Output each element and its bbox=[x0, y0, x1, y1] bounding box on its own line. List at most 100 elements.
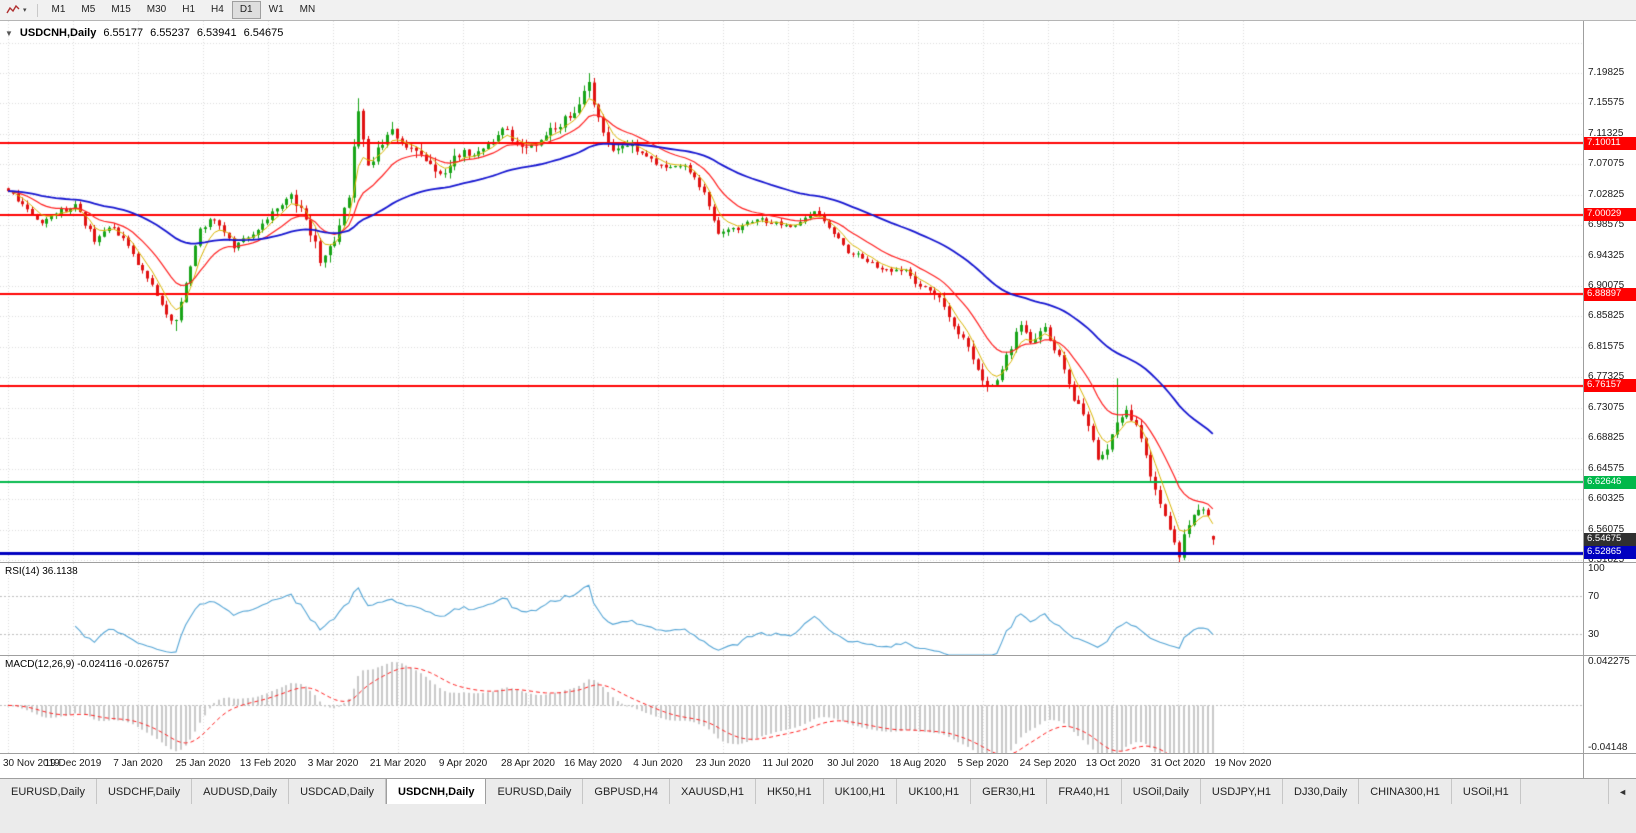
ohlc-close: 6.54675 bbox=[243, 27, 284, 39]
date-axis-label: 25 Jan 2020 bbox=[175, 758, 231, 769]
date-axis-label: 30 Nov 2019 bbox=[3, 758, 60, 769]
hline-price-badge: 6.52865 bbox=[1584, 546, 1636, 560]
hline-price-badge: 6.88897 bbox=[1584, 287, 1636, 301]
toolbar: ▾ M1 M5 M15 M30 H1 H4 D1 W1 MN bbox=[0, 0, 1636, 21]
ohlc-high: 6.55237 bbox=[150, 27, 190, 39]
chart-tab-eurusd-daily[interactable]: EURUSD,Daily bbox=[0, 779, 97, 804]
price-axis-label: 6.98575 bbox=[1588, 219, 1625, 231]
chart-tab-dj30-daily[interactable]: DJ30,Daily bbox=[1283, 779, 1360, 804]
chart-tab-eurusd-daily[interactable]: EURUSD,Daily bbox=[486, 779, 584, 804]
window-bottom-strip bbox=[0, 804, 1636, 833]
timeframe-m5-button[interactable]: M5 bbox=[73, 1, 103, 19]
chart-title: USDCNH,Daily bbox=[19, 27, 97, 39]
panel-separator bbox=[0, 562, 1636, 563]
price-axis-label: 7.11325 bbox=[1588, 127, 1624, 139]
timeframe-mn-button[interactable]: MN bbox=[292, 1, 324, 19]
price-axis-label: 7.02825 bbox=[1588, 188, 1625, 200]
date-axis-label: 3 Mar 2020 bbox=[307, 758, 359, 769]
toolbar-separator bbox=[36, 3, 38, 17]
current-price-badge: 6.54675 bbox=[1584, 533, 1636, 547]
chart-tab-usdjpy-h1[interactable]: USDJPY,H1 bbox=[1200, 779, 1284, 804]
chart-tab-uk100-h1[interactable]: UK100,H1 bbox=[897, 779, 972, 804]
price-axis-label: 6.90075 bbox=[1588, 280, 1625, 292]
chart-type-icon[interactable] bbox=[4, 2, 22, 18]
price-axis-label: 6.94325 bbox=[1588, 249, 1625, 261]
price-axis-label: 7.19825 bbox=[1588, 66, 1625, 78]
ohlc-low: 6.53941 bbox=[196, 27, 237, 39]
main-chart-canvas[interactable] bbox=[0, 21, 1583, 562]
rsi-axis-label: 70 bbox=[1588, 591, 1600, 603]
date-axis-label: 28 Apr 2020 bbox=[501, 758, 555, 769]
date-axis-label: 9 Apr 2020 bbox=[438, 758, 488, 769]
timeframe-m15-button[interactable]: M15 bbox=[103, 1, 138, 19]
date-axis-label: 13 Feb 2020 bbox=[239, 758, 297, 769]
date-axis-label: 4 Jun 2020 bbox=[633, 758, 683, 769]
hline-price-badge: 6.62646 bbox=[1584, 475, 1636, 489]
price-axis-label: 6.60325 bbox=[1588, 493, 1625, 505]
collapse-panel-icon[interactable]: ▼ bbox=[5, 28, 13, 38]
price-axis-label: 6.56075 bbox=[1588, 523, 1625, 535]
dropdown-caret-icon[interactable]: ▾ bbox=[23, 7, 27, 14]
price-axis-label: 6.68825 bbox=[1588, 432, 1625, 444]
date-axis-label: 19 Nov 2020 bbox=[1214, 758, 1272, 769]
timeframe-m1-button[interactable]: M1 bbox=[44, 1, 74, 19]
date-axis-label: 30 Jul 2020 bbox=[827, 758, 879, 769]
price-axis-label: 6.77325 bbox=[1588, 371, 1625, 383]
date-axis-label: 16 May 2020 bbox=[564, 758, 622, 769]
date-axis-label: 18 Aug 2020 bbox=[889, 758, 947, 769]
macd-axis-label: -0.04148 bbox=[1588, 742, 1628, 753]
macd-axis-label: 0.042275 bbox=[1588, 656, 1630, 667]
hline-price-badge: 7.00029 bbox=[1584, 208, 1636, 222]
ohlc-open: 6.55177 bbox=[103, 27, 144, 39]
price-axis-label: 6.81575 bbox=[1588, 340, 1625, 352]
chart-ohlc-header: ▼ USDCNH,Daily 6.55177 6.55237 6.53941 6… bbox=[5, 27, 283, 39]
chart-tab-uk100-h1[interactable]: UK100,H1 bbox=[823, 779, 898, 804]
price-axis-label: 7.15575 bbox=[1588, 97, 1625, 109]
date-axis-label: 21 Mar 2020 bbox=[369, 758, 427, 769]
date-axis-label: 23 Jun 2020 bbox=[695, 758, 751, 769]
price-axis-border bbox=[1583, 21, 1584, 778]
price-axis-label: 6.73075 bbox=[1588, 401, 1625, 413]
panel-separator bbox=[0, 655, 1636, 656]
timeframe-h4-button[interactable]: H4 bbox=[203, 1, 232, 19]
date-axis-label: 19 Dec 2019 bbox=[44, 758, 102, 769]
timeframe-buttons: M1 M5 M15 M30 H1 H4 D1 W1 MN bbox=[44, 1, 324, 19]
panel-separator bbox=[0, 753, 1636, 754]
timeframe-d1-button[interactable]: D1 bbox=[231, 1, 261, 19]
timeframe-w1-button[interactable]: W1 bbox=[261, 1, 292, 19]
rsi-panel-canvas[interactable] bbox=[0, 563, 1583, 655]
chart-tab-usoil-h1[interactable]: USOil,H1 bbox=[1451, 779, 1521, 804]
timeframe-h1-button[interactable]: H1 bbox=[174, 1, 203, 19]
rsi-axis-label: 30 bbox=[1588, 629, 1600, 641]
chart-tab-usdchf-daily[interactable]: USDCHF,Daily bbox=[96, 779, 193, 804]
chart-tab-usoil-daily[interactable]: USOil,Daily bbox=[1121, 779, 1201, 804]
macd-indicator-label: MACD(12,26,9) -0.024116 -0.026757 bbox=[5, 659, 170, 670]
chart-tab-xauusd-h1[interactable]: XAUUSD,H1 bbox=[669, 779, 756, 804]
chart-tab-bar: EURUSD,Daily USDCHF,Daily AUDUSD,Daily USDC… bbox=[0, 778, 1636, 804]
date-axis-label: 7 Jan 2020 bbox=[113, 758, 163, 769]
timeframe-m30-button[interactable]: M30 bbox=[139, 1, 174, 19]
chart-tab-gbpusd-h4[interactable]: GBPUSD,H4 bbox=[583, 779, 670, 804]
date-axis-label: 24 Sep 2020 bbox=[1019, 758, 1077, 769]
price-axis-label: 6.64575 bbox=[1588, 462, 1625, 474]
price-axis-label: 6.85825 bbox=[1588, 310, 1625, 322]
date-axis-label: 11 Jul 2020 bbox=[762, 758, 814, 769]
date-axis-label: 13 Oct 2020 bbox=[1085, 758, 1141, 769]
tab-scroll-left-button[interactable]: ◄ bbox=[1608, 779, 1636, 804]
chart-tab-china300-h1[interactable]: CHINA300,H1 bbox=[1359, 779, 1452, 804]
chart-tab-audusd-daily[interactable]: AUDUSD,Daily bbox=[192, 779, 290, 804]
macd-panel-canvas[interactable] bbox=[0, 656, 1583, 753]
price-axis-label: 7.07075 bbox=[1588, 158, 1625, 170]
price-axis-label: 6.51825 bbox=[1588, 553, 1625, 565]
rsi-indicator-label: RSI(14) 36.1138 bbox=[5, 566, 78, 577]
chart-tab-usdcad-daily[interactable]: USDCAD,Daily bbox=[289, 779, 387, 804]
chart-tab-fra40-h1[interactable]: FRA40,H1 bbox=[1047, 779, 1122, 804]
date-axis-label: 5 Sep 2020 bbox=[957, 758, 1009, 769]
chart-tab-ger30-h1[interactable]: GER30,H1 bbox=[971, 779, 1048, 804]
rsi-axis-label: 100 bbox=[1588, 562, 1605, 574]
chart-tab-hk50-h1[interactable]: HK50,H1 bbox=[755, 779, 824, 804]
hline-price-badge: 7.10011 bbox=[1584, 136, 1636, 150]
date-axis-label: 31 Oct 2020 bbox=[1150, 758, 1206, 769]
hline-price-badge: 6.76157 bbox=[1584, 379, 1636, 393]
chart-tab-usdcnh-daily[interactable]: USDCNH,Daily bbox=[386, 779, 487, 804]
